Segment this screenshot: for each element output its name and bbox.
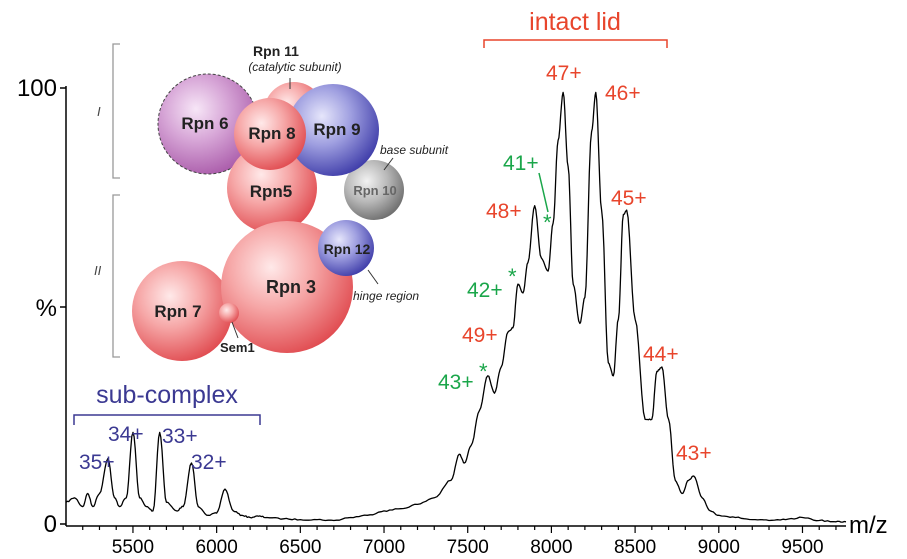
sem1-label: Sem1: [220, 340, 255, 355]
base-subunit-pointer: [383, 157, 394, 171]
peak-label-32: 32+: [191, 451, 227, 474]
group-label-2: II: [94, 263, 102, 278]
x-tick-label: 8500: [614, 537, 656, 558]
y-tick-label-100: 100: [17, 75, 57, 102]
peak-41-pointer: [538, 172, 549, 213]
rpn10-sphere: [344, 160, 404, 220]
peak-42-star: *: [508, 264, 517, 289]
rpn8-label: Rpn 8: [248, 124, 295, 143]
hinge-region-label: hinge region: [353, 289, 419, 303]
rpn9-label: Rpn 9: [313, 120, 360, 139]
x-ticks: [82, 526, 837, 533]
rpn7-sphere: [132, 261, 232, 361]
rpn5-label: Rpn5: [250, 182, 293, 201]
lid-architecture-inset: I II Rpn 6 Rpn 8 Rpn 9 Rpn5 Rpn 10 Rpn 1…: [94, 43, 449, 361]
peak-label-43-red: 43+: [676, 442, 712, 465]
rpn5-sphere: [227, 143, 317, 233]
peak-43-star: *: [479, 359, 488, 384]
rpn8-sphere: [234, 98, 306, 170]
x-tick-label: 7000: [363, 537, 405, 558]
peak-41-star: *: [543, 210, 552, 235]
peak-label-34: 34+: [108, 423, 144, 446]
rpn9-sphere: [287, 84, 379, 176]
x-tick-label: 9500: [781, 537, 823, 558]
intact-lid-title: intact lid: [529, 8, 621, 36]
peak-label-45: 45+: [611, 187, 647, 210]
x-tick-labels: 5500 6000 6500 7000 7500 8000 8500 9000 9500: [112, 537, 824, 558]
sem1-pointer: [231, 321, 239, 339]
x-tick-label: 6000: [196, 537, 238, 558]
group-bracket-1: [112, 43, 120, 179]
hinge-pointer: [367, 269, 379, 285]
peak-label-48: 48+: [486, 200, 522, 223]
rpn3-label: Rpn 3: [266, 277, 316, 297]
intact-lid-bracket: [483, 39, 668, 48]
peak-label-42: 42+: [467, 279, 503, 302]
peak-label-43-green: 43+: [438, 371, 474, 394]
rpn12-sphere: [318, 220, 374, 276]
peak-label-49: 49+: [462, 324, 498, 347]
rpn6-label: Rpn 6: [181, 114, 228, 133]
group-label-1: I: [97, 104, 101, 119]
x-tick-label: 9000: [698, 537, 740, 558]
peak-label-33: 33+: [162, 425, 198, 448]
x-tick-label: 7500: [447, 537, 489, 558]
rpn11-label: Rpn 11: [253, 43, 299, 59]
x-tick-label: 5500: [112, 537, 154, 558]
peak-label-41: 41+: [503, 152, 539, 175]
peak-label-47: 47+: [546, 62, 582, 85]
x-axis-label: m/z: [849, 512, 888, 539]
peak-label-46: 46+: [605, 82, 641, 105]
x-tick-label: 6500: [279, 537, 321, 558]
y-axis-label: %: [36, 295, 57, 322]
x-tick-label: 8000: [530, 537, 572, 558]
y-tick-label-0: 0: [44, 511, 57, 538]
group-bracket-2: [112, 194, 120, 358]
rpn11-role-label: (catalytic subunit): [248, 60, 341, 74]
base-subunit-label: base subunit: [380, 143, 449, 157]
sub-complex-title: sub-complex: [96, 381, 238, 409]
peak-label-35: 35+: [79, 451, 115, 474]
rpn7-label: Rpn 7: [154, 302, 201, 321]
rpn12-label: Rpn 12: [324, 241, 371, 257]
rpn10-label: Rpn 10: [353, 183, 396, 198]
sub-complex-bracket: [73, 414, 261, 425]
spectrum-trace: [65, 91, 847, 523]
sem1-sphere: [219, 303, 239, 323]
peak-label-44: 44+: [643, 343, 679, 366]
